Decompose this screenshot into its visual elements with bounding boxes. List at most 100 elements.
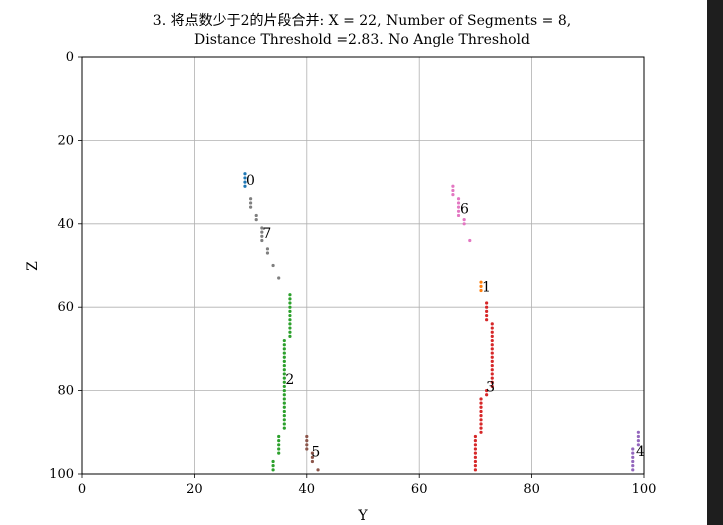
segment-2-point (282, 372, 286, 376)
segment-2-point (282, 422, 286, 426)
segment-7-point (265, 251, 270, 255)
segment-2-point (288, 322, 292, 326)
segment-6-point (456, 197, 461, 201)
segment-6-point (468, 238, 472, 243)
segment-5-point (305, 439, 309, 443)
segment-3-point (490, 334, 494, 338)
segment-6-point (451, 193, 455, 197)
segment-3-point (479, 430, 483, 434)
segment-6-point (456, 213, 461, 218)
segment-3-point (490, 330, 494, 334)
segment-4-point (631, 455, 635, 459)
segment-7-label: 7 (262, 226, 271, 242)
segment-4-point (636, 443, 640, 447)
segment-0-point (243, 176, 247, 180)
y-tick-label: 60 (57, 300, 74, 315)
x-tick-label: 0 (78, 482, 86, 497)
segment-3-point (490, 347, 494, 351)
segment-6-point (451, 184, 455, 188)
segment-2-point (288, 297, 292, 301)
segment-3-point (490, 384, 494, 389)
segment-2-point (282, 401, 286, 405)
segment-7-point (260, 230, 264, 234)
segment-2-point (288, 309, 292, 313)
segment-7-point (249, 197, 253, 201)
segment-7-point (249, 201, 253, 205)
segment-6-point (456, 209, 461, 213)
segment-5-point (310, 455, 315, 459)
segment-6-point (462, 218, 466, 222)
segment-2-point (277, 451, 281, 455)
segment-2-point (271, 464, 275, 468)
segment-7-point (254, 213, 258, 218)
y-axis-label: Z (25, 261, 41, 271)
segment-2-point (282, 414, 286, 418)
segment-3-point (485, 318, 489, 322)
segment-3-point (479, 401, 483, 405)
x-axis-label: Y (357, 508, 368, 524)
segment-6-point (451, 188, 455, 193)
segment-3-point (485, 393, 489, 397)
segment-3-point (479, 405, 483, 409)
segment-2-point (271, 468, 275, 472)
segment-3-point (485, 309, 489, 313)
segment-2-point (288, 330, 292, 334)
x-tick-label: 20 (186, 482, 203, 497)
segment-2-point (277, 447, 281, 451)
segment-2-point (282, 368, 286, 372)
segment-3-point (473, 464, 477, 468)
y-tick-label: 80 (57, 384, 74, 399)
segment-2-point (282, 418, 286, 422)
segment-3-point (473, 455, 477, 459)
segment-2-point (282, 347, 286, 351)
segment-6-point (456, 205, 461, 209)
segment-3-point (473, 451, 477, 455)
x-tick-label: 80 (523, 482, 540, 497)
segment-labels: 0 1 2 3 4 5 6 7 (246, 173, 645, 461)
segment-3-point (479, 409, 483, 414)
segment-2-point (282, 426, 286, 430)
segment-3-point (490, 322, 494, 326)
segment-4-point (631, 447, 635, 451)
segment-6-point (456, 201, 461, 205)
segment-4-label: 4 (636, 444, 645, 460)
segment-5-point (310, 459, 315, 464)
segment-3-label: 3 (486, 379, 495, 395)
segment-0-point (243, 184, 247, 188)
segment-2-label: 2 (285, 372, 294, 388)
segment-3-point (473, 443, 477, 447)
segment-4-point (636, 430, 640, 434)
segment-2-point (282, 397, 286, 401)
segment-3-point (479, 422, 483, 426)
segment-3-point (473, 434, 477, 439)
segment-4-point (631, 468, 635, 472)
segment-3-point (485, 389, 489, 393)
segment-2-point (282, 380, 286, 384)
segment-2-point (277, 439, 281, 443)
segment-5-point (305, 447, 309, 451)
segment-2-point (282, 393, 286, 397)
segment-3-point (490, 380, 494, 384)
segment-2-point (288, 301, 292, 305)
segment-7-point (260, 238, 264, 243)
segment-3-point (485, 305, 489, 309)
chart-title-line-2: Distance Threshold =2.83. No Angle Thres… (194, 32, 530, 48)
segment-5-point (305, 434, 309, 439)
y-tick-label: 0 (66, 50, 74, 65)
scatter-chart: 3. 将点数少于2的片段合并: X = 22, Number of Segmen… (25, 13, 656, 524)
segment-4-point (631, 459, 635, 464)
segment-3-point (490, 372, 494, 376)
segment-3-point (490, 363, 494, 368)
segment-0-point (243, 180, 247, 184)
segment-3-point (490, 359, 494, 364)
segment-7-point (249, 205, 253, 209)
segment-1-point (479, 284, 483, 288)
figure: 3. 将点数少于2的片段合并: X = 22, Number of Segmen… (0, 0, 707, 525)
segment-3-point (490, 343, 494, 347)
segment-5-point (310, 451, 315, 455)
segment-3-point (490, 368, 494, 372)
segment-6-point (462, 222, 466, 226)
segment-5-label: 5 (311, 445, 320, 461)
segment-3-point (490, 338, 494, 343)
segment-2-point (288, 318, 292, 322)
